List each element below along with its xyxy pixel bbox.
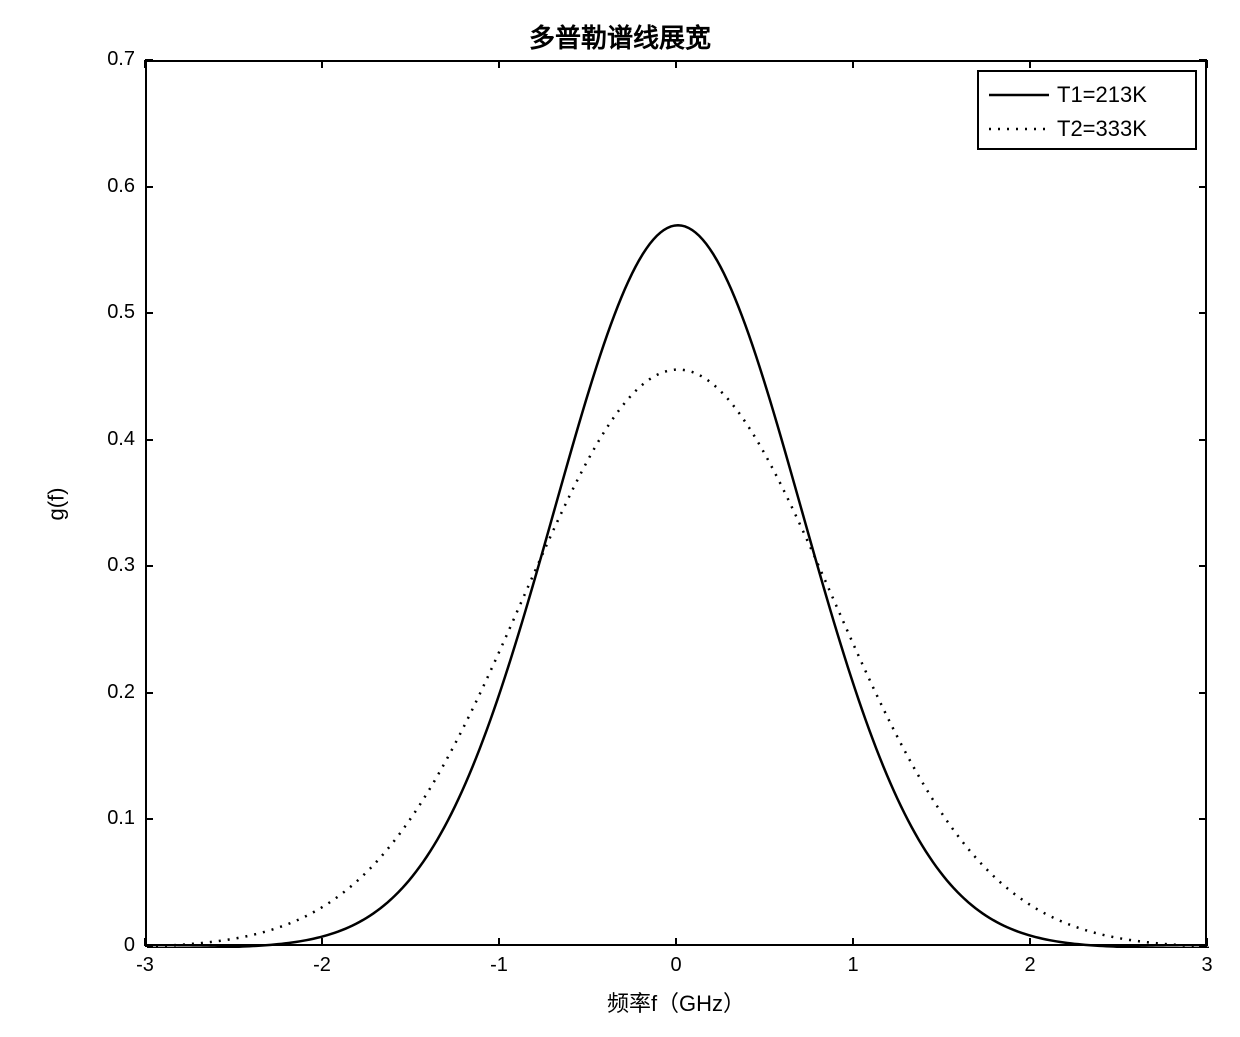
legend-line-icon: [989, 85, 1049, 105]
y-tick-mark: [145, 945, 153, 947]
x-tick-label: 2: [1000, 954, 1060, 977]
x-tick-mark: [1029, 60, 1031, 68]
y-tick-label: 0: [85, 934, 135, 957]
x-tick-mark: [321, 60, 323, 68]
y-tick-mark: [145, 312, 153, 314]
x-tick-label: 1: [823, 954, 883, 977]
x-tick-label: -2: [292, 954, 352, 977]
y-tick-label: 0.2: [85, 681, 135, 704]
x-tick-mark: [852, 60, 854, 68]
y-tick-mark: [145, 439, 153, 441]
chart-title: 多普勒谱线展宽: [0, 18, 1240, 55]
legend-item: T2=333K: [989, 114, 1147, 144]
legend-label: T1=213K: [1057, 82, 1147, 108]
y-tick-mark: [145, 565, 153, 567]
y-tick-mark: [145, 59, 153, 61]
x-tick-mark: [144, 60, 146, 68]
y-tick-mark: [1199, 692, 1207, 694]
y-axis-label: g(f): [44, 488, 70, 521]
legend-item: T1=213K: [989, 80, 1147, 110]
y-tick-mark: [1199, 312, 1207, 314]
y-tick-label: 0.5: [85, 301, 135, 324]
x-tick-label: -1: [469, 954, 529, 977]
y-tick-label: 0.1: [85, 807, 135, 830]
y-tick-label: 0.3: [85, 554, 135, 577]
legend-label: T2=333K: [1057, 116, 1147, 142]
x-tick-mark: [498, 938, 500, 946]
x-tick-label: 0: [646, 954, 706, 977]
series-T2: [147, 370, 1209, 947]
y-tick-mark: [145, 186, 153, 188]
y-tick-label: 0.4: [85, 428, 135, 451]
legend-line-icon: [989, 119, 1049, 139]
y-tick-mark: [145, 818, 153, 820]
x-tick-mark: [675, 60, 677, 68]
y-tick-label: 0.6: [85, 175, 135, 198]
y-tick-mark: [1199, 945, 1207, 947]
x-axis-label: 频率f（GHz）: [145, 986, 1207, 1018]
x-tick-label: -3: [115, 954, 175, 977]
series-T1: [147, 225, 1209, 948]
y-tick-mark: [1199, 565, 1207, 567]
legend-box: T1=213K T2=333K: [977, 70, 1197, 150]
y-tick-mark: [1199, 59, 1207, 61]
x-tick-mark: [321, 938, 323, 946]
plot-svg: [147, 62, 1209, 948]
x-tick-mark: [852, 938, 854, 946]
plot-area: T1=213K T2=333K: [145, 60, 1207, 946]
y-tick-mark: [1199, 439, 1207, 441]
x-tick-mark: [675, 938, 677, 946]
x-tick-label: 3: [1177, 954, 1237, 977]
x-tick-mark: [498, 60, 500, 68]
y-tick-mark: [1199, 818, 1207, 820]
x-tick-mark: [1029, 938, 1031, 946]
chart-container: 多普勒谱线展宽 T1=213K T2=333K g(f) 频率f（GHz） -3 -…: [0, 0, 1240, 1037]
y-tick-mark: [145, 692, 153, 694]
y-tick-label: 0.7: [85, 48, 135, 71]
y-tick-mark: [1199, 186, 1207, 188]
x-tick-mark: [1206, 60, 1208, 68]
